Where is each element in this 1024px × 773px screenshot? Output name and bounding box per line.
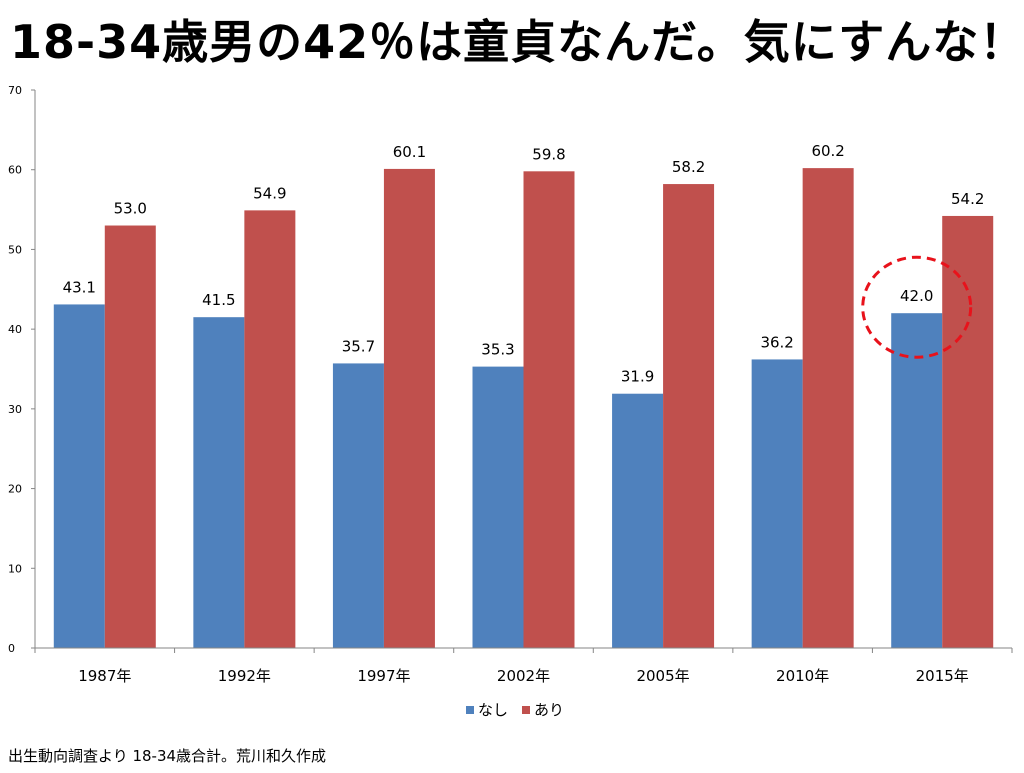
data-label-exp-2010年: 60.2 <box>811 142 844 160</box>
x-tick-label: 2010年 <box>776 667 829 685</box>
data-label-exp-1987年: 53.0 <box>114 200 147 218</box>
y-tick-label: 50 <box>8 243 22 256</box>
data-label-none-1997年: 35.7 <box>342 337 375 355</box>
bar-exp-1992年 <box>244 210 296 648</box>
bar-none-2005年 <box>612 393 664 648</box>
bar-exp-1987年 <box>104 225 156 648</box>
y-tick-label: 0 <box>8 642 15 655</box>
bar-chart: 0 10 20 30 40 50 60 70 43.1 53.0 41.5 54.9 35.7 60.1… <box>8 84 1013 719</box>
legend-swatch-exp <box>522 706 530 714</box>
data-label-exp-2002年: 59.8 <box>532 145 565 163</box>
bar-none-2002年 <box>472 366 524 648</box>
highlight-circle <box>861 255 973 359</box>
data-label-exp-1992年: 54.9 <box>253 184 286 202</box>
bar-exp-1997年 <box>383 168 435 648</box>
data-label-exp-2005年: 58.2 <box>672 158 705 176</box>
x-tick-label: 2002年 <box>497 667 550 685</box>
x-tick-label: 1987年 <box>78 667 131 685</box>
bar-none-2010年 <box>751 359 803 648</box>
x-tick-label: 1997年 <box>357 667 410 685</box>
legend-label-exp: あり <box>534 701 564 719</box>
bar-none-1997年 <box>332 363 384 648</box>
source-note: 出生動向調査より 18-34歳合計。荒川和久作成 <box>8 747 327 765</box>
data-label-exp-1997年: 60.1 <box>393 143 426 161</box>
data-label-none-2015年: 42.0 <box>900 287 933 305</box>
bar-exp-2015年 <box>942 215 994 648</box>
x-tick-label: 1992年 <box>218 667 271 685</box>
bar-exp-2005年 <box>663 184 715 648</box>
legend-label-none: なし <box>478 701 508 719</box>
y-tick-label: 20 <box>8 483 22 496</box>
bar-exp-2010年 <box>802 168 854 648</box>
legend: なし あり <box>466 701 564 719</box>
y-tick-label: 60 <box>8 164 22 177</box>
y-axis: 0 10 20 30 40 50 60 70 <box>8 84 36 655</box>
x-tick-label: 2005年 <box>636 667 689 685</box>
data-label-none-2005年: 31.9 <box>621 368 654 386</box>
bar-none-2015年 <box>891 313 943 648</box>
data-label-none-1992年: 41.5 <box>202 291 235 309</box>
bar-none-1992年 <box>193 317 245 648</box>
y-tick-label: 40 <box>8 323 22 336</box>
y-tick-label: 70 <box>8 84 22 97</box>
data-label-none-1987年: 43.1 <box>63 278 96 296</box>
bars <box>53 168 994 648</box>
x-tick-label: 2015年 <box>916 667 969 685</box>
y-tick-label: 30 <box>8 403 22 416</box>
value-labels: 43.1 53.0 41.5 54.9 35.7 60.1 35.3 59.8 31.9 58.2… <box>63 142 985 386</box>
x-axis: 1987年 1992年 1997年 2002年 2005年 2010年 2015年 <box>34 647 1013 685</box>
data-label-exp-2015年: 54.2 <box>951 190 984 208</box>
page-title: 18-34歳男の42％は童貞なんだ。気にすんな！ <box>10 15 1024 69</box>
bar-exp-2002年 <box>523 171 575 648</box>
y-tick-label: 10 <box>8 562 22 575</box>
data-label-none-2010年: 36.2 <box>760 333 793 351</box>
highlight-annotation <box>861 255 973 359</box>
data-label-none-2002年: 35.3 <box>481 341 514 359</box>
legend-swatch-none <box>466 706 474 714</box>
bar-none-1987年 <box>53 304 105 648</box>
